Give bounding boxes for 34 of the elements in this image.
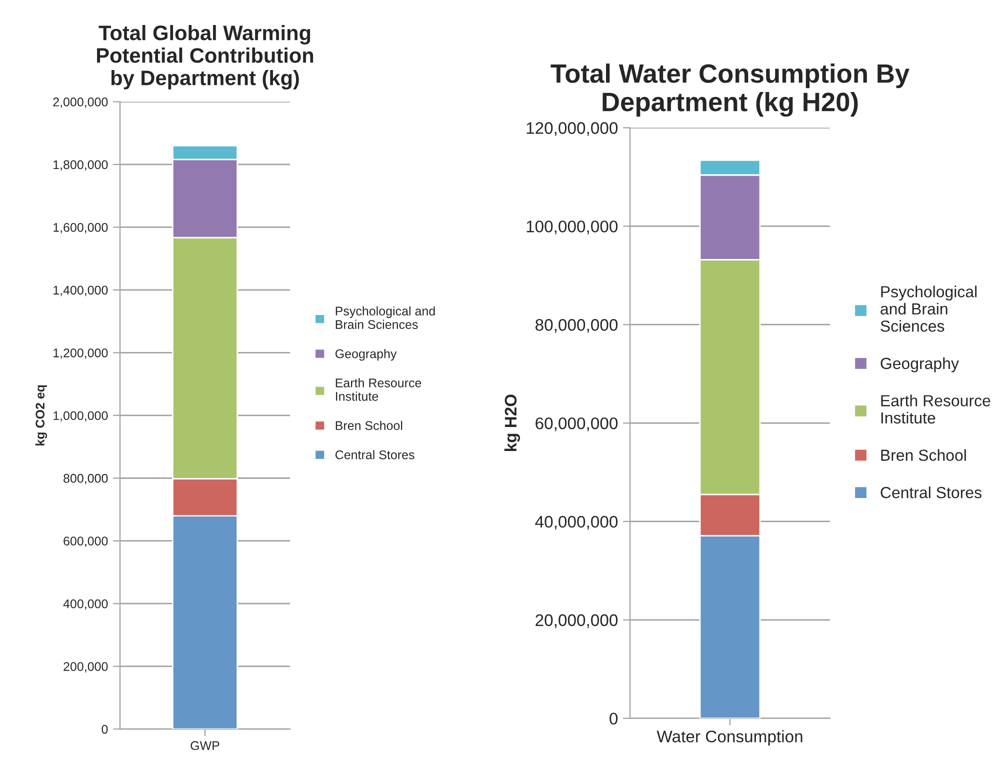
y-tick-label: 1,800,000 (54, 160, 108, 171)
y-axis-title: kg H2O (504, 394, 520, 452)
y-tick-label: 80,000,000 (536, 319, 618, 333)
chart-title: Total Global Warming Potential Contribution by Department (kg) (97, 25, 314, 90)
y-tick-label: 1,200,000 (54, 348, 108, 359)
y-tick-label: 800,000 (64, 474, 108, 484)
y-axis-title: kg CO2 eq (35, 385, 48, 446)
legend-label: Earth Resource Institute (336, 378, 422, 401)
y-tick-label: 100,000,000 (526, 220, 618, 234)
y-tick-label: 200,000 (64, 662, 108, 672)
y-tick-label: 1,600,000 (54, 223, 108, 234)
legend-label: Central Stores (880, 486, 982, 498)
y-tick-label: 2,000,000 (53, 98, 108, 108)
y-tick-label: 1,000,000 (54, 411, 108, 422)
y-tick-label: 400,000 (63, 599, 108, 610)
legend-label: Bren School (881, 449, 966, 461)
x-tick-label: Water Consumption (656, 730, 802, 746)
y-tick-label: 20,000,000 (536, 614, 618, 628)
chart-title: Total Water Consumption By Department (kg H20) (550, 64, 910, 117)
y-tick-label: 1,400,000 (54, 286, 108, 296)
y-tick-label: 120,000,000 (526, 122, 618, 136)
y-tick-label: 40,000,000 (535, 516, 618, 530)
y-tick-label: 60,000,000 (536, 417, 618, 432)
legend-label: Earth Resource Institute (881, 394, 990, 424)
legend-label: Geography (880, 357, 959, 372)
y-tick-label: 600,000 (64, 536, 108, 547)
legend-label: Psychological and Brain Sciences (880, 286, 977, 332)
legend-label: Central Stores (335, 450, 414, 460)
legend-label: Geography (335, 349, 397, 361)
y-tick-label: 0 (102, 724, 108, 734)
y-tick-label: 0 (610, 712, 618, 725)
legend-label: Bren School (336, 420, 402, 430)
legend-label: Psychological and Brain Sciences (336, 306, 435, 329)
x-tick-label: GWP (190, 741, 220, 750)
